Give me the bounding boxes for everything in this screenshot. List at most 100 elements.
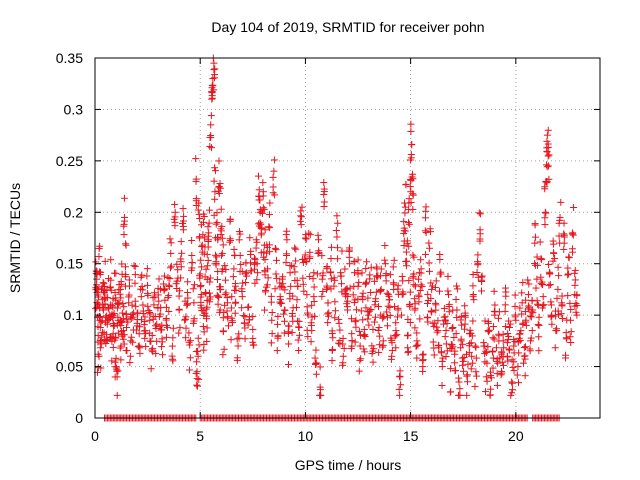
data-point [506, 323, 514, 331]
data-point [334, 255, 342, 263]
data-point [357, 355, 365, 363]
data-point [351, 296, 359, 304]
data-point [185, 366, 193, 374]
data-point [341, 265, 349, 273]
data-point [118, 309, 126, 317]
data-point [205, 219, 213, 227]
data-point [126, 359, 134, 367]
data-point [100, 295, 108, 303]
data-point [264, 274, 272, 282]
data-point [164, 274, 172, 282]
data-point [368, 350, 376, 358]
data-point [208, 144, 216, 152]
data-point [293, 276, 301, 284]
data-point [143, 272, 151, 280]
data-point [375, 323, 383, 331]
data-point [117, 356, 125, 364]
data-point [375, 348, 383, 356]
data-point [204, 256, 212, 264]
data-point [362, 304, 370, 312]
data-point [114, 329, 122, 337]
data-point [127, 337, 135, 345]
data-point [123, 347, 131, 355]
data-point [287, 282, 295, 290]
data-point [203, 250, 211, 258]
data-point [318, 252, 326, 260]
data-point [101, 257, 109, 265]
data-point [319, 287, 327, 295]
data-point [206, 295, 214, 303]
data-point [371, 313, 379, 321]
data-point [206, 274, 214, 282]
data-point [556, 216, 564, 224]
data-point [493, 381, 501, 389]
data-point [423, 300, 431, 308]
data-point [131, 262, 139, 270]
data-point [122, 310, 130, 318]
data-point [127, 314, 135, 322]
data-point [535, 321, 543, 329]
data-point [469, 359, 477, 367]
data-point [238, 304, 246, 312]
data-point [295, 323, 303, 331]
data-point [394, 285, 402, 293]
data-point [508, 379, 516, 387]
data-point [116, 285, 124, 293]
data-point [320, 190, 328, 198]
data-point [155, 313, 163, 321]
data-point [370, 318, 378, 326]
data-point [303, 291, 311, 299]
data-point [174, 266, 182, 274]
data-point [541, 214, 549, 222]
data-point [134, 343, 142, 351]
data-point [396, 391, 404, 399]
data-point [371, 301, 379, 309]
grid-lines [95, 58, 600, 418]
data-point [386, 271, 394, 279]
data-point [409, 272, 417, 280]
data-point [515, 349, 523, 357]
data-point [158, 326, 166, 334]
data-point [517, 327, 525, 335]
data-point [553, 294, 561, 302]
data-point [508, 378, 516, 386]
data-point [510, 367, 518, 375]
data-point [327, 255, 335, 263]
data-point [550, 249, 558, 257]
data-point [432, 277, 440, 285]
data-point [422, 229, 430, 237]
data-point [192, 195, 200, 203]
data-point [267, 339, 275, 347]
data-point [432, 306, 440, 314]
data-point [533, 275, 541, 283]
data-point [472, 343, 480, 351]
data-point [551, 254, 559, 262]
data-point [260, 253, 268, 261]
data-point [456, 385, 464, 393]
data-point [381, 256, 389, 264]
data-point [379, 341, 387, 349]
data-point [218, 251, 226, 259]
data-point [445, 291, 452, 299]
data-point [122, 241, 130, 249]
data-point [547, 301, 555, 309]
data-point [299, 280, 307, 288]
data-point [429, 319, 437, 327]
data-point [120, 220, 128, 228]
data-point [389, 279, 397, 287]
data-point [348, 330, 356, 338]
data-point [185, 329, 193, 337]
data-point [473, 372, 481, 380]
data-point [524, 291, 532, 299]
data-point [306, 231, 314, 239]
x-tick-label: 5 [196, 428, 204, 444]
data-point [354, 267, 362, 275]
data-point [483, 359, 491, 367]
data-point [561, 354, 569, 362]
data-point [499, 330, 507, 338]
data-point [344, 293, 352, 301]
data-point [567, 306, 575, 314]
data-point [101, 300, 109, 308]
data-point [501, 301, 509, 309]
data-point [472, 354, 480, 362]
